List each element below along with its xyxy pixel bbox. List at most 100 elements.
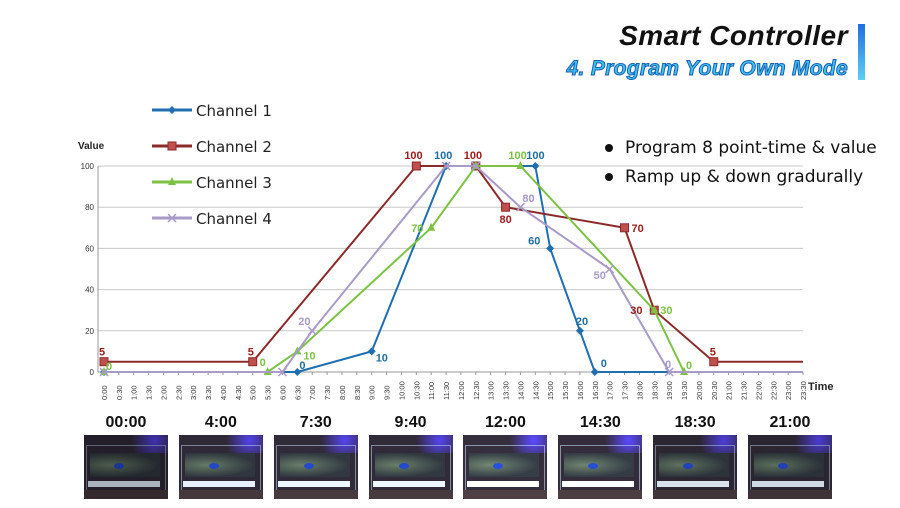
frame-time-label: 7:30 xyxy=(299,414,332,431)
aquarium-photo xyxy=(748,435,832,499)
x-tick-label: 14:00 xyxy=(516,381,525,400)
x-tick-label: 22:00 xyxy=(754,381,763,400)
legend-item: Channel 1 xyxy=(148,100,278,122)
data-point xyxy=(167,141,177,151)
data-label: 0 xyxy=(260,357,266,369)
x-tick-label: 11:30 xyxy=(442,382,451,400)
data-label: 5 xyxy=(99,347,105,359)
data-label: 30 xyxy=(660,305,672,317)
data-label: 100 xyxy=(404,150,422,162)
x-tick-label: 5:00 xyxy=(249,385,258,400)
data-label: 10 xyxy=(376,352,388,364)
x-tick-label: 6:30 xyxy=(293,385,302,400)
aquarium-photo xyxy=(368,435,453,499)
timeline-frame: 00:00 xyxy=(84,412,168,499)
x-tick-label: 13:30 xyxy=(502,381,511,400)
feature-list: Program 8 point-time & value Ramp up & d… xyxy=(605,133,877,191)
aquarium-photo xyxy=(463,435,548,499)
x-tick-label: 18:00 xyxy=(635,381,644,400)
x-tick-label: 9:00 xyxy=(368,385,377,400)
x-tick-label: 7:30 xyxy=(323,385,332,400)
data-point xyxy=(664,367,674,377)
x-tick-label: 16:00 xyxy=(576,381,585,400)
x-tick-label: 12:30 xyxy=(472,381,481,400)
data-point xyxy=(471,161,481,171)
page-title: Smart Controller xyxy=(619,20,848,51)
data-label: 100 xyxy=(464,150,482,162)
bullet-icon xyxy=(605,172,613,181)
data-point xyxy=(168,177,176,185)
series-channel-4 xyxy=(99,161,803,377)
data-point xyxy=(546,244,555,253)
feature-item: Ramp up & down gradurally xyxy=(605,162,877,191)
data-point xyxy=(575,326,584,335)
aquarium-photo xyxy=(273,435,358,499)
data-point xyxy=(293,368,302,376)
data-label: 0 xyxy=(601,358,607,370)
data-point xyxy=(411,161,421,171)
x-axis-label: Time xyxy=(808,381,833,393)
legend-item: Channel 3 xyxy=(148,172,278,194)
aquarium-photo xyxy=(84,435,168,499)
timeline-frame: 4:00 xyxy=(178,412,263,499)
data-label: 5 xyxy=(248,347,254,359)
x-tick-label: 18:30 xyxy=(650,381,659,400)
x-tick-label: 21:30 xyxy=(740,381,749,400)
x-tick-label: 3:00 xyxy=(189,385,198,400)
x-tick-label: 20:30 xyxy=(710,381,719,400)
data-label: 5 xyxy=(710,347,716,359)
legend-item: Channel 4 xyxy=(148,208,278,230)
x-tick-label: 4:00 xyxy=(219,385,228,400)
x-tick-label: 19:30 xyxy=(680,381,689,400)
x-tick-label: 11:00 xyxy=(427,382,436,400)
frame-time-label: 18:30 xyxy=(674,414,716,431)
frame-time-label: 00:00 xyxy=(105,414,147,431)
x-tick-label: 20:00 xyxy=(695,381,704,400)
x-tick-label: 10:30 xyxy=(412,381,421,400)
x-tick-label: 0:00 xyxy=(100,385,109,400)
frame-time-label: 4:00 xyxy=(204,414,237,431)
timeline-frame: 12:00 xyxy=(463,412,548,499)
frame-time-label: 21:00 xyxy=(769,414,811,431)
x-tick-label: 13:00 xyxy=(487,381,496,400)
x-tick-label: 8:30 xyxy=(353,385,362,400)
x-tick-label: 19:00 xyxy=(665,381,674,400)
accent-bar xyxy=(858,24,865,80)
timeline-frame: 14:30 xyxy=(558,412,643,499)
data-point xyxy=(501,202,511,212)
data-label: 0 xyxy=(665,359,671,371)
data-point xyxy=(427,222,436,231)
data-label: 50 xyxy=(594,270,606,282)
frame-time-label: 9:40 xyxy=(394,414,427,431)
y-tick-label: 40 xyxy=(85,286,94,295)
y-tick-label: 20 xyxy=(85,327,94,336)
data-point xyxy=(605,264,615,274)
data-label: 70 xyxy=(632,223,644,235)
timeline-frame: 7:30 xyxy=(273,412,358,499)
y-tick-label: 80 xyxy=(85,203,94,212)
data-point xyxy=(277,367,287,377)
x-tick-label: 1:30 xyxy=(145,385,154,400)
data-point xyxy=(620,223,630,233)
x-tick-label: 22:30 xyxy=(769,381,778,400)
data-label: 20 xyxy=(576,316,588,328)
data-point xyxy=(307,326,317,336)
data-point xyxy=(367,347,376,356)
x-tick-label: 17:30 xyxy=(621,381,630,400)
data-point xyxy=(168,106,176,114)
y-tick-label: 100 xyxy=(81,162,95,171)
x-tick-label: 15:30 xyxy=(561,381,570,400)
x-tick-label: 21:00 xyxy=(725,381,734,400)
series-channel-1 xyxy=(100,162,803,376)
gridlines xyxy=(98,165,803,373)
x-tick-label: 8:00 xyxy=(338,385,347,400)
data-label: 100 xyxy=(526,150,544,162)
data-point xyxy=(516,161,525,169)
x-tick-label: 7:00 xyxy=(308,385,317,400)
x-tick-label: 0:30 xyxy=(115,385,124,400)
data-point xyxy=(650,305,659,314)
x-tick-label: 14:30 xyxy=(531,381,540,400)
x-tick-label: 16:30 xyxy=(591,381,600,400)
